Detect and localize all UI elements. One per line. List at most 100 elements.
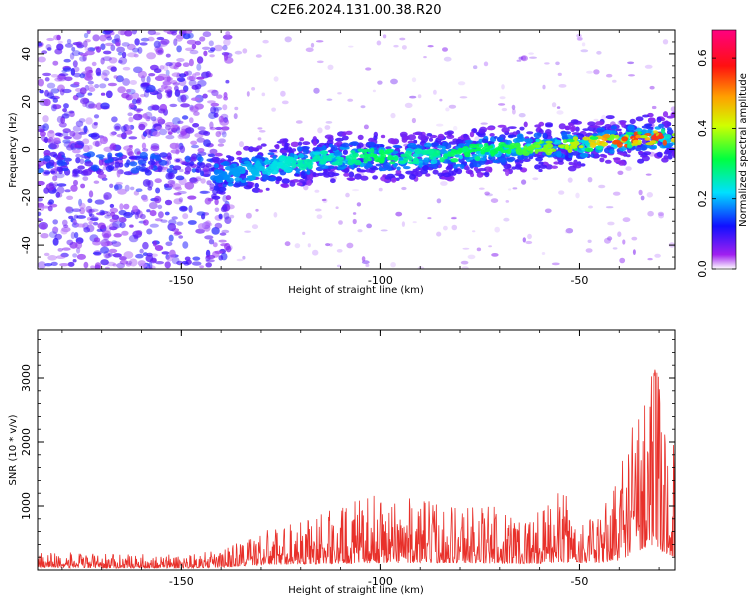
spectrogram-noise-blob: [159, 128, 168, 136]
spectrogram-noise-blob: [148, 261, 153, 269]
spectrogram-noise-blob: [440, 181, 448, 186]
spectrogram-ridge-blob: [312, 140, 318, 146]
spectrogram-noise-blob: [79, 202, 86, 210]
spectrogram-ridge-blob: [360, 175, 369, 181]
spectrogram-ridge-blob: [656, 116, 662, 123]
spectrogram-noise-blob: [360, 105, 366, 109]
spectrogram-ridge-blob: [391, 150, 399, 154]
spectrogram-noise-blob: [63, 224, 69, 228]
spectrogram-ridge-blob: [259, 165, 265, 171]
spectrogram-band-blob: [157, 165, 163, 173]
spectrogram-ridge-blob: [496, 147, 504, 152]
spectrogram-ridge-blob: [227, 182, 234, 187]
spectrogram-noise-blob: [38, 261, 46, 269]
x-tick-label: -50: [570, 575, 588, 588]
spectrogram-noise-blob: [48, 199, 54, 205]
spectrogram-ridge-blob: [274, 144, 280, 148]
spectrogram-ridge-blob: [464, 139, 473, 144]
spectrogram-noise-blob: [175, 175, 185, 181]
spectrogram-ridge-blob: [267, 152, 275, 156]
spectrogram-noise-blob: [85, 205, 93, 213]
spectrogram-ridge-blob: [542, 132, 548, 139]
spectrogram-noise-blob: [147, 133, 152, 139]
x-tick-label: -150: [169, 575, 194, 588]
spectrogram-ridge-blob: [658, 123, 665, 128]
spectrogram-ridge-blob: [538, 161, 544, 165]
spectrogram-ridge-blob: [298, 141, 303, 146]
spectrogram-ridge-blob: [261, 174, 269, 180]
spectrogram-noise-blob: [651, 105, 657, 110]
spectrogram-noise-blob: [85, 117, 93, 125]
spectrogram-ridge-blob: [552, 145, 558, 149]
spectrogram-noise-blob: [178, 235, 184, 239]
spectrogram-noise-blob: [116, 262, 125, 269]
spectrogram-noise-blob: [71, 46, 76, 52]
spectrogram-ridge-blob: [463, 151, 470, 155]
spectrogram-noise-blob: [501, 84, 505, 90]
spectrogram-noise-blob: [221, 126, 230, 131]
spectrogram-noise-blob: [632, 249, 636, 256]
spectrogram-noise-blob: [75, 241, 83, 249]
spectrogram-noise-blob: [69, 130, 76, 137]
spectrogram-noise-blob: [427, 45, 434, 48]
spectrogram-noise-blob: [417, 266, 425, 269]
spectrogram-noise-blob: [76, 215, 86, 219]
spectrogram-ridge-blob: [368, 137, 375, 143]
spectrogram-ridge-blob: [390, 138, 398, 145]
spectrogram-noise-blob: [511, 104, 516, 110]
spectrogram-ridge-blob: [534, 145, 541, 149]
spectrogram-noise-blob: [103, 30, 114, 34]
spectrogram-ridge-blob: [282, 138, 289, 143]
spectrogram-noise-blob: [194, 40, 202, 46]
spectrogram-noise-blob: [61, 247, 71, 251]
spectrogram-ridge-blob: [412, 153, 419, 158]
spectrogram-ridge-blob: [552, 139, 562, 145]
spectrogram-noise-blob: [48, 184, 57, 189]
spectrogram-noise-blob: [645, 173, 652, 176]
spectrogram-noise-blob: [108, 57, 118, 64]
spectrogram-ridge-blob: [568, 155, 573, 159]
spectrogram-noise-blob: [305, 47, 314, 53]
spectrogram-ridge-blob: [233, 171, 241, 178]
spectrogram-ridge-blob: [279, 149, 288, 154]
spectrogram-noise-blob: [216, 94, 223, 99]
spectrogram-ridge-blob: [387, 156, 395, 161]
spectrogram-noise-blob: [412, 221, 417, 224]
spectrogram-noise-blob: [104, 42, 114, 47]
spectrogram-ridge-blob: [589, 141, 597, 148]
spectrogram-ridge-blob: [519, 126, 525, 131]
spectrogram-noise-blob: [38, 197, 43, 202]
spectrogram-noise-blob: [121, 51, 127, 59]
spectrogram-ridge-blob: [237, 166, 246, 170]
spectrogram-noise-blob: [127, 151, 134, 157]
spectrogram-noise-blob: [338, 220, 343, 225]
spectrogram-ridge-blob: [595, 121, 604, 126]
spectrogram-noise-blob: [178, 89, 187, 94]
spectrogram-ridge-blob: [662, 111, 669, 118]
y-tick-label: 20: [20, 95, 33, 109]
spectrogram-noise-blob: [87, 92, 93, 96]
spectrogram-ridge-blob: [327, 155, 334, 159]
spectrogram-noise-blob: [84, 47, 90, 51]
spectrogram-noise-blob: [142, 148, 149, 152]
colorbar-frame: [711, 29, 737, 270]
spectrogram-noise-blob: [361, 256, 366, 262]
spectrogram-ridge-blob: [412, 168, 418, 173]
spectrogram-noise-blob: [79, 56, 87, 62]
spectrogram-noise-blob: [109, 203, 115, 208]
spectrogram-ridge-blob: [290, 141, 300, 147]
spectrogram-noise-blob: [518, 56, 524, 60]
spectrogram-ridge-blob: [407, 142, 417, 148]
spectrogram-ridge-blob: [319, 150, 328, 155]
spectrogram-noise-blob: [79, 207, 86, 215]
spectrogram-noise-blob: [222, 204, 228, 211]
spectrogram-noise-blob: [101, 241, 108, 247]
spectrogram-noise-blob: [125, 260, 133, 265]
spectrogram-noise-blob: [139, 42, 148, 46]
spectrogram-noise-blob: [178, 197, 184, 203]
spectrogram-ridge-blob: [396, 166, 401, 171]
spectrogram-noise-blob: [139, 94, 146, 98]
spectrogram-noise-blob: [199, 36, 206, 42]
spectrogram-noise-blob: [205, 220, 212, 227]
spectrogram-band-blob: [45, 162, 51, 169]
